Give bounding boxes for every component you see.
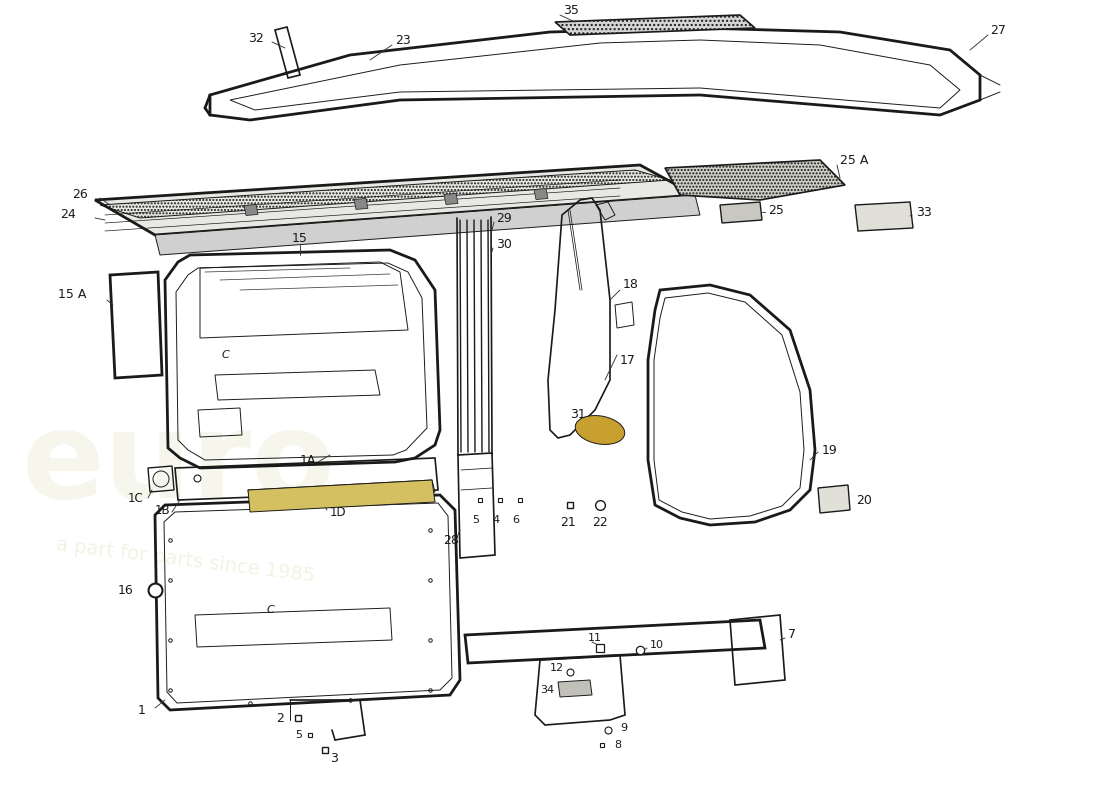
Text: 4: 4 (493, 515, 499, 525)
Polygon shape (248, 480, 434, 512)
Polygon shape (720, 202, 762, 223)
Text: 34: 34 (540, 685, 554, 695)
Polygon shape (855, 202, 913, 231)
Text: 8: 8 (614, 740, 622, 750)
Polygon shape (818, 485, 850, 513)
Text: 9: 9 (620, 723, 627, 733)
Polygon shape (444, 194, 458, 205)
Text: 11: 11 (588, 633, 602, 643)
Text: a part for parts since 1985: a part for parts since 1985 (55, 534, 316, 586)
Text: 25 A: 25 A (840, 154, 868, 166)
Polygon shape (155, 195, 700, 255)
Ellipse shape (575, 415, 625, 445)
Text: 1A: 1A (300, 454, 317, 466)
Text: 22: 22 (592, 515, 607, 529)
Text: C: C (221, 350, 229, 360)
Text: 30: 30 (496, 238, 512, 251)
Text: 3: 3 (330, 751, 338, 765)
Text: 5: 5 (295, 730, 302, 740)
Polygon shape (354, 198, 368, 210)
Polygon shape (556, 15, 755, 35)
Text: 1: 1 (138, 703, 146, 717)
Text: 21: 21 (560, 515, 575, 529)
Text: 32: 32 (248, 31, 264, 45)
Text: 27: 27 (990, 23, 1005, 37)
Text: 1C: 1C (128, 491, 144, 505)
Text: 15 A: 15 A (58, 289, 87, 302)
Text: 24: 24 (60, 209, 76, 222)
Text: 15: 15 (293, 231, 308, 245)
Text: 7: 7 (788, 629, 796, 642)
Text: 25: 25 (768, 203, 784, 217)
Text: 26: 26 (72, 189, 88, 202)
Text: 16: 16 (118, 583, 134, 597)
Text: 29: 29 (496, 211, 512, 225)
Polygon shape (95, 165, 695, 235)
Text: C: C (266, 605, 274, 615)
Text: 18: 18 (623, 278, 639, 291)
Text: 10: 10 (650, 640, 664, 650)
Text: 19: 19 (822, 443, 838, 457)
Text: 12: 12 (550, 663, 564, 673)
Text: 17: 17 (620, 354, 636, 366)
Polygon shape (666, 160, 845, 200)
Text: 1D: 1D (330, 506, 346, 518)
Text: 1B: 1B (155, 503, 170, 517)
Text: 28: 28 (443, 534, 459, 546)
Text: 31: 31 (570, 409, 585, 422)
Text: 23: 23 (395, 34, 410, 46)
Polygon shape (248, 480, 434, 502)
Polygon shape (558, 680, 592, 697)
Text: euro: euro (22, 406, 337, 522)
Polygon shape (244, 205, 258, 215)
Text: 35: 35 (563, 3, 579, 17)
Text: 2: 2 (276, 711, 284, 725)
Text: 6: 6 (513, 515, 519, 525)
Text: 33: 33 (916, 206, 932, 218)
Text: 20: 20 (856, 494, 872, 506)
Text: 5: 5 (473, 515, 480, 525)
Polygon shape (534, 189, 548, 199)
